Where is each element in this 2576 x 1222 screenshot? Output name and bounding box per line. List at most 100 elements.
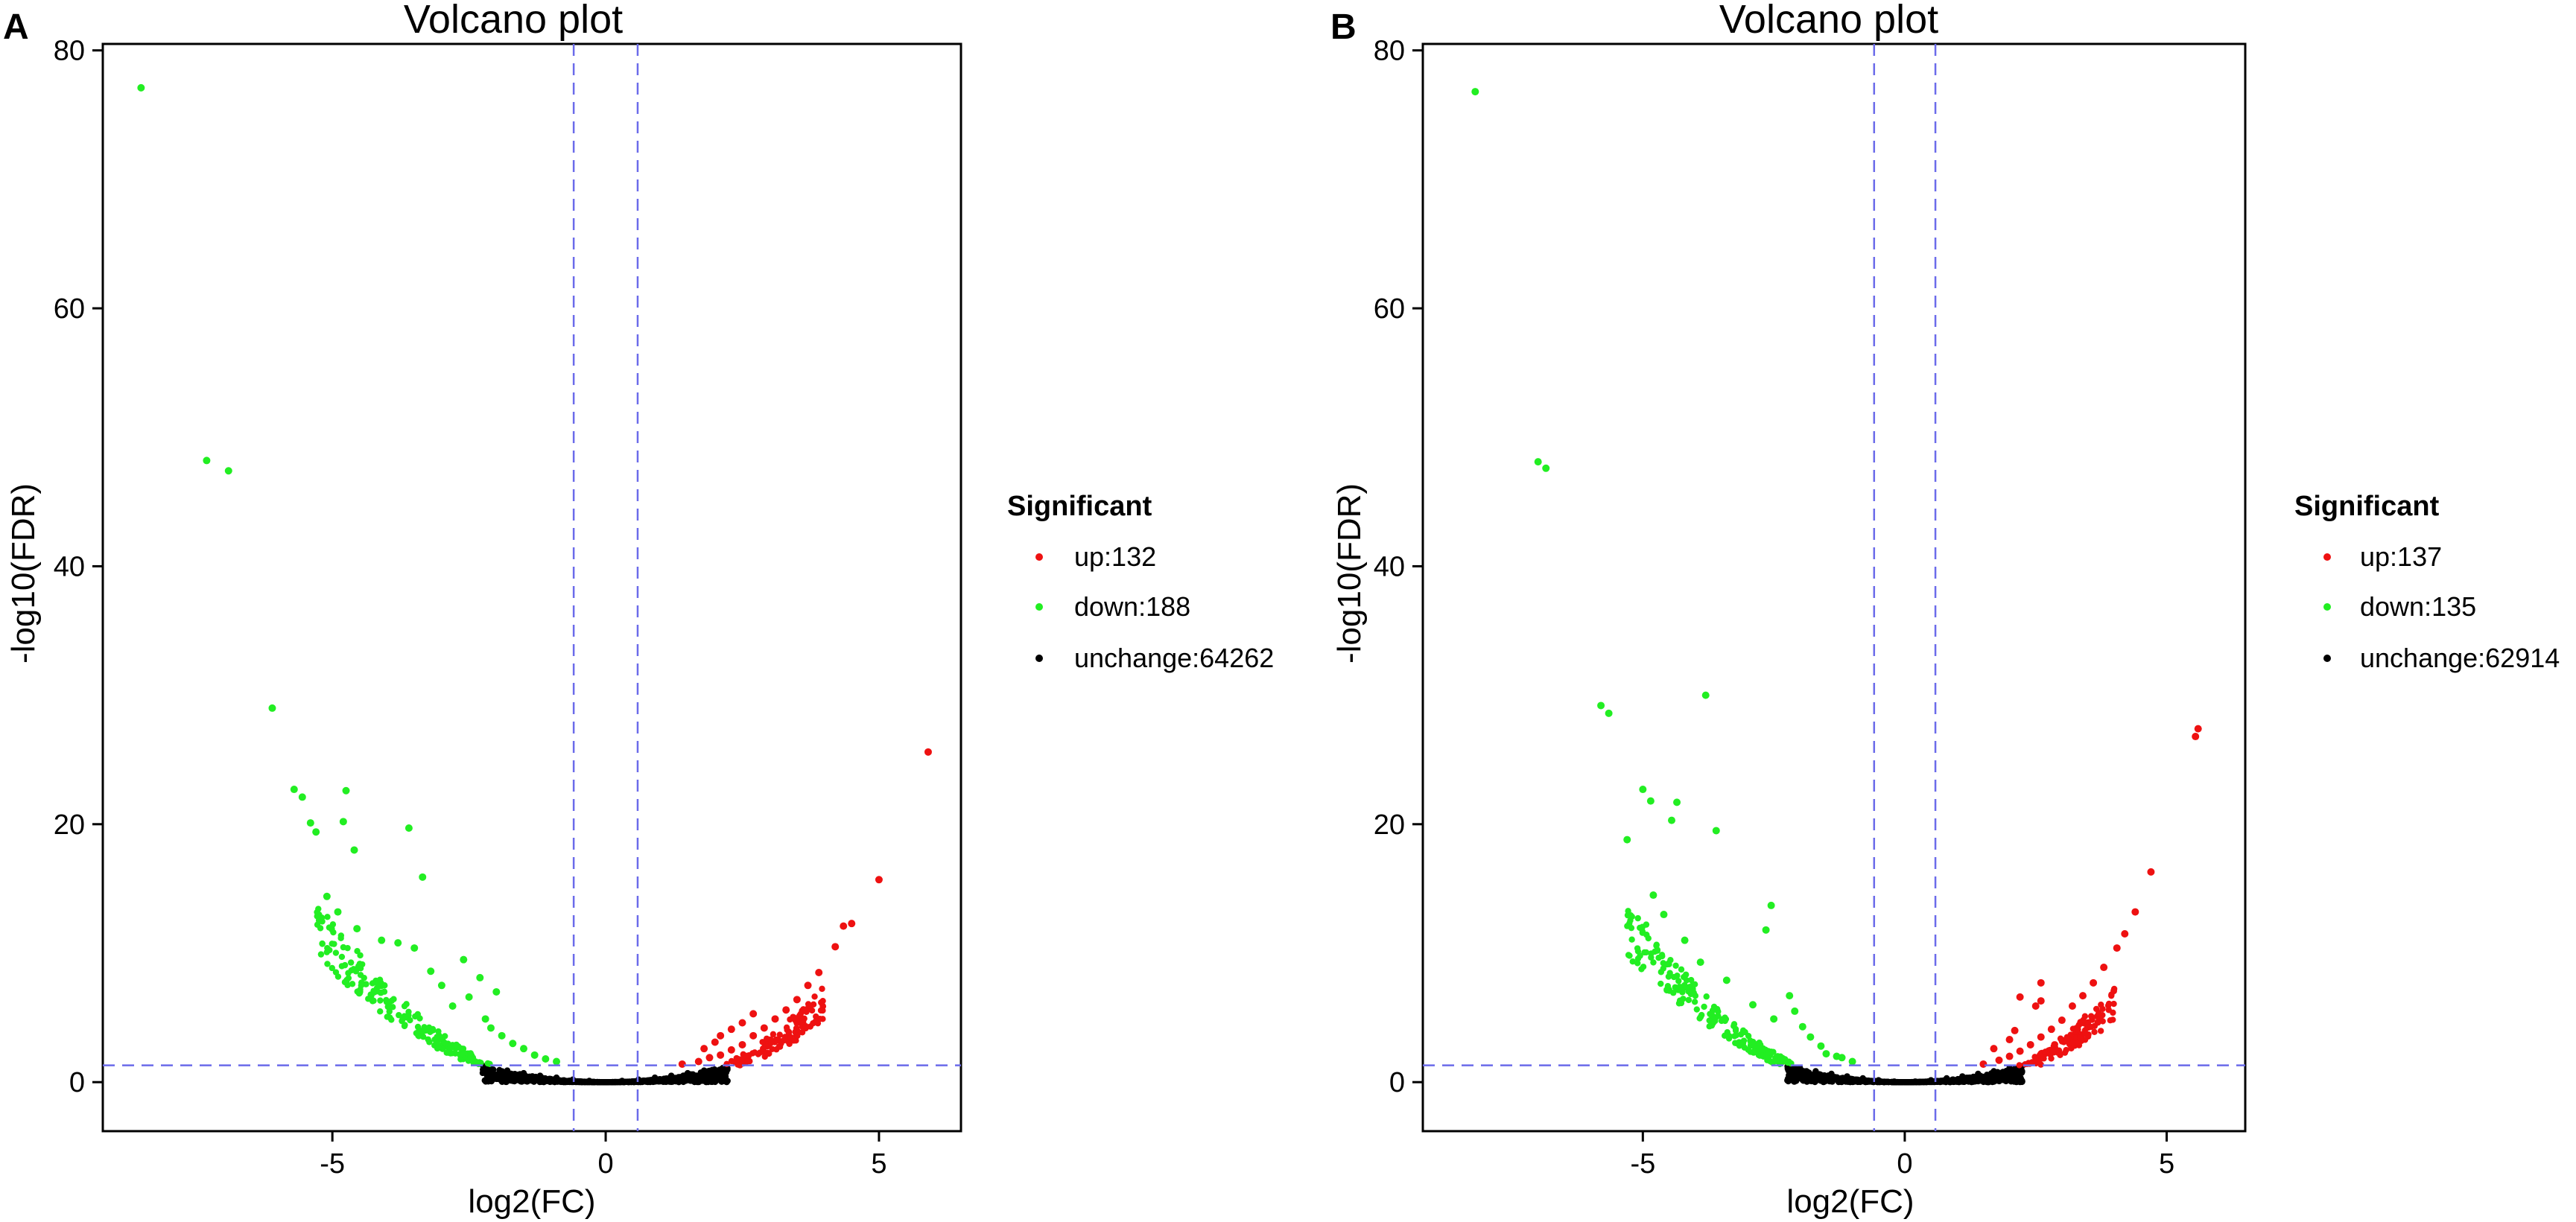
unchange-point <box>531 1075 539 1082</box>
down-point <box>1698 1011 1705 1019</box>
x-tick-label: -5 <box>1630 1148 1655 1180</box>
up-point <box>804 981 812 990</box>
down-point <box>530 1051 539 1059</box>
up-point <box>800 1008 808 1014</box>
unchange-point <box>1891 1078 1898 1085</box>
down-point <box>1628 936 1635 943</box>
down-point <box>350 846 358 854</box>
down-point <box>290 786 298 794</box>
plot-title: Volcano plot <box>1719 0 1938 42</box>
up-point <box>2005 1052 2014 1060</box>
down-point <box>437 981 445 990</box>
up-point <box>2121 930 2129 938</box>
up-point <box>793 996 801 1004</box>
down-point <box>1653 942 1660 949</box>
legend-label-down: down:188 <box>1074 591 1190 622</box>
y-tick-label: 40 <box>54 551 85 582</box>
up-point <box>2047 1025 2055 1034</box>
down-point <box>1634 945 1641 952</box>
down-point <box>384 1013 390 1020</box>
up-point <box>746 1052 752 1059</box>
unchange-point <box>1927 1077 1935 1083</box>
up-point <box>2063 1034 2070 1041</box>
up-point <box>776 1043 784 1050</box>
down-point <box>369 980 376 987</box>
unchange-point <box>1943 1075 1950 1082</box>
down-point <box>1605 709 1613 717</box>
up-point <box>2096 1010 2102 1016</box>
y-tick-label: 80 <box>1374 36 1405 67</box>
x-tick-label: -5 <box>320 1148 345 1180</box>
up-point <box>2016 993 2024 1001</box>
down-point <box>1696 958 1704 967</box>
down-point <box>1627 917 1634 924</box>
unchange-point <box>1794 1070 1801 1078</box>
down-point <box>312 828 320 836</box>
up-point <box>2058 1036 2065 1043</box>
down-point <box>1709 1007 1716 1014</box>
down-point <box>1639 786 1647 794</box>
up-point <box>2005 1036 2014 1044</box>
up-point <box>2131 908 2139 916</box>
down-point <box>1724 1028 1730 1036</box>
up-point <box>678 1060 686 1068</box>
down-point <box>390 996 397 1002</box>
down-point <box>349 981 356 987</box>
down-point <box>1715 1013 1722 1019</box>
down-point <box>1689 982 1695 989</box>
down-point <box>334 973 342 980</box>
down-point <box>476 973 484 981</box>
down-point <box>350 966 357 973</box>
unchange-point <box>2006 1074 2014 1081</box>
down-point <box>1682 971 1690 978</box>
down-point <box>416 1027 422 1034</box>
down-point <box>1806 1033 1815 1041</box>
down-point <box>224 467 232 475</box>
up-point <box>759 1039 766 1046</box>
unchange-point <box>717 1078 724 1084</box>
down-point <box>1786 992 1794 1000</box>
down-point <box>1649 891 1657 900</box>
up-point <box>787 1034 794 1041</box>
up-point <box>705 1054 714 1062</box>
up-point <box>771 1015 779 1023</box>
up-point <box>2037 978 2045 987</box>
down-point <box>1534 458 1542 466</box>
up-point <box>2011 1026 2019 1034</box>
unchange-point <box>586 1078 593 1084</box>
up-point <box>811 993 818 1000</box>
unchange-point <box>677 1078 685 1085</box>
x-axis-label: log2(FC) <box>1786 1183 1914 1220</box>
down-point <box>1749 1001 1757 1009</box>
down-point <box>445 1040 451 1047</box>
x-tick-label: 5 <box>2159 1148 2174 1180</box>
unchange-point <box>2007 1069 2014 1076</box>
legend-title: Significant <box>1007 491 1152 522</box>
down-point <box>1693 1006 1701 1013</box>
up-point <box>848 920 856 928</box>
down-point <box>1817 1042 1825 1050</box>
down-point <box>319 941 326 947</box>
up-point <box>2080 1016 2087 1023</box>
unchange-point <box>647 1077 653 1083</box>
down-point <box>407 1016 413 1024</box>
x-axis-label: log2(FC) <box>468 1183 595 1220</box>
up-point <box>770 1031 777 1038</box>
up-point <box>744 1058 751 1065</box>
unchange-point <box>481 1077 488 1084</box>
down-point <box>1626 952 1633 959</box>
up-point <box>2194 725 2202 733</box>
unchange-point <box>651 1074 659 1081</box>
down-point <box>326 924 333 931</box>
down-point <box>1665 973 1672 980</box>
down-point <box>1643 949 1650 956</box>
up-point <box>768 1040 775 1046</box>
up-point <box>819 985 825 993</box>
unchange-point <box>684 1069 691 1077</box>
down-point <box>1703 993 1710 1000</box>
up-point <box>2022 1060 2028 1068</box>
down-point <box>1650 959 1657 966</box>
unchange-point <box>712 1070 720 1077</box>
down-point <box>353 925 361 933</box>
unchange-point <box>723 1078 730 1084</box>
